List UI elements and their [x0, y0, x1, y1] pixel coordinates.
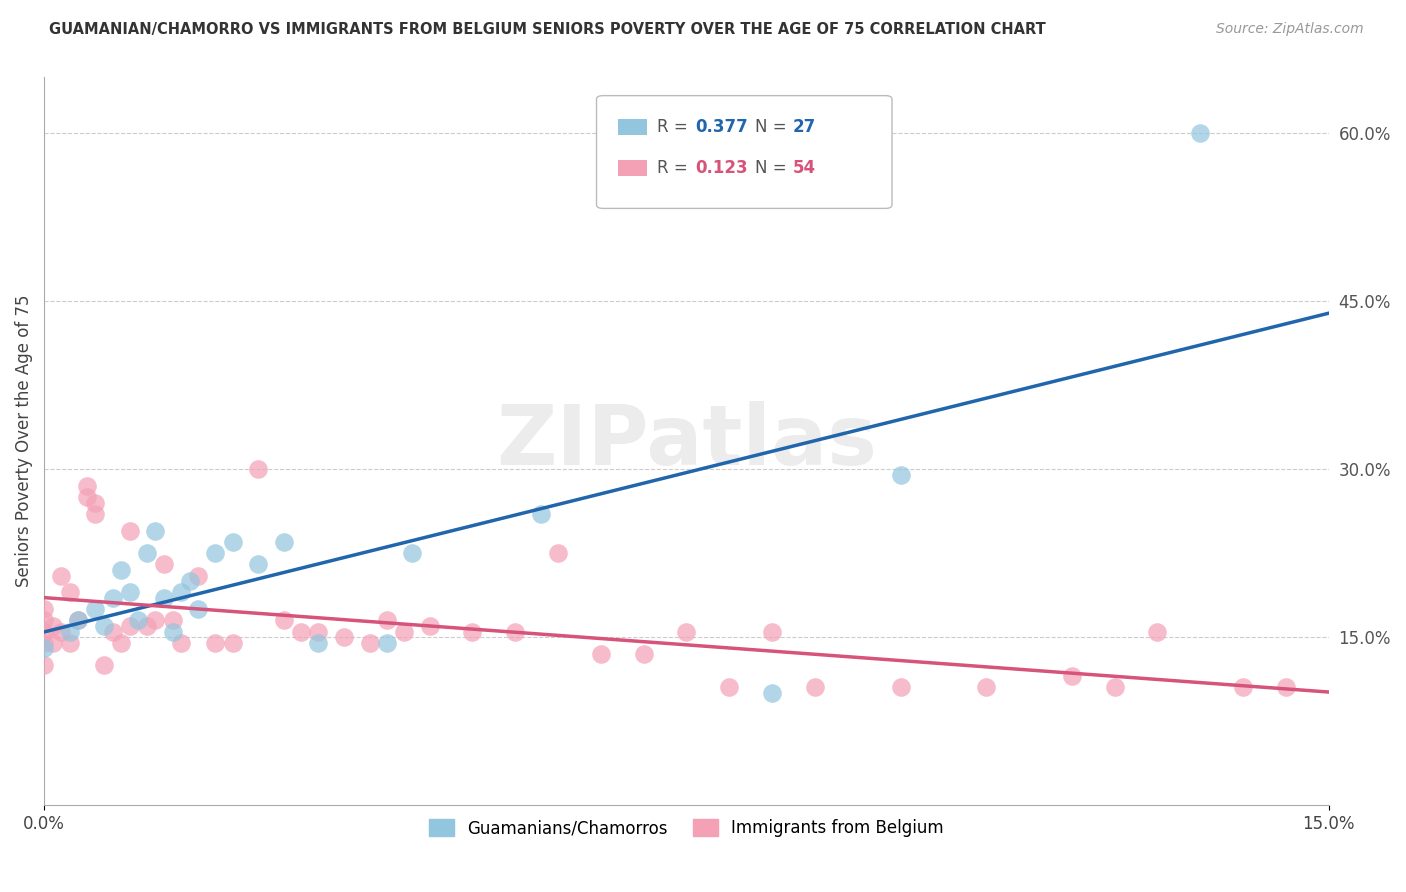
Text: 0.123: 0.123	[696, 160, 748, 178]
Point	[247, 558, 270, 572]
Point	[1146, 624, 1168, 639]
Point	[221, 636, 243, 650]
Point	[59, 585, 82, 599]
Point	[101, 591, 124, 605]
Text: Source: ZipAtlas.com: Source: ZipAtlas.com	[1216, 22, 1364, 37]
Point	[170, 585, 193, 599]
Point	[84, 602, 107, 616]
Bar	[619, 161, 647, 177]
Point	[153, 558, 176, 572]
Text: N =: N =	[755, 118, 792, 136]
Point	[204, 546, 226, 560]
Point	[221, 535, 243, 549]
Point	[307, 636, 329, 650]
Point	[761, 686, 783, 700]
Point	[530, 507, 553, 521]
Point	[76, 479, 98, 493]
Point	[187, 602, 209, 616]
Point	[32, 613, 55, 627]
Point	[675, 624, 697, 639]
Point	[273, 613, 295, 627]
Point	[804, 681, 827, 695]
Point	[145, 524, 167, 538]
Point	[170, 636, 193, 650]
Point	[204, 636, 226, 650]
Text: 54: 54	[793, 160, 817, 178]
Point	[589, 647, 612, 661]
Point	[153, 591, 176, 605]
Text: R =: R =	[657, 160, 693, 178]
Point	[418, 619, 440, 633]
Point	[392, 624, 415, 639]
Point	[110, 563, 132, 577]
Text: R =: R =	[657, 118, 693, 136]
Point	[461, 624, 484, 639]
Point	[32, 658, 55, 673]
Point	[547, 546, 569, 560]
Point	[118, 524, 141, 538]
Point	[187, 568, 209, 582]
Point	[503, 624, 526, 639]
Point	[162, 613, 184, 627]
Point	[110, 636, 132, 650]
Point	[59, 624, 82, 639]
Point	[135, 546, 157, 560]
Point	[1060, 669, 1083, 683]
Point	[333, 630, 356, 644]
Point	[162, 624, 184, 639]
Y-axis label: Seniors Poverty Over the Age of 75: Seniors Poverty Over the Age of 75	[15, 295, 32, 588]
Point	[32, 641, 55, 656]
FancyBboxPatch shape	[596, 95, 891, 209]
Text: 27: 27	[793, 118, 817, 136]
Point	[51, 624, 73, 639]
Point	[290, 624, 312, 639]
Point	[84, 496, 107, 510]
Point	[84, 507, 107, 521]
Point	[93, 658, 115, 673]
Point	[401, 546, 423, 560]
Point	[32, 636, 55, 650]
Point	[359, 636, 381, 650]
Point	[51, 568, 73, 582]
Point	[145, 613, 167, 627]
Point	[179, 574, 201, 589]
Point	[135, 619, 157, 633]
Point	[718, 681, 741, 695]
Point	[1275, 681, 1298, 695]
Point	[375, 636, 398, 650]
Legend: Guamanians/Chamorros, Immigrants from Belgium: Guamanians/Chamorros, Immigrants from Be…	[422, 813, 950, 844]
Point	[59, 636, 82, 650]
Point	[41, 619, 63, 633]
Point	[890, 681, 912, 695]
Point	[247, 462, 270, 476]
Point	[101, 624, 124, 639]
Point	[127, 613, 149, 627]
Point	[890, 467, 912, 482]
Point	[974, 681, 997, 695]
Point	[93, 619, 115, 633]
Point	[633, 647, 655, 661]
Bar	[619, 119, 647, 135]
Point	[32, 624, 55, 639]
Point	[307, 624, 329, 639]
Text: 0.377: 0.377	[696, 118, 748, 136]
Point	[1232, 681, 1254, 695]
Point	[273, 535, 295, 549]
Text: N =: N =	[755, 160, 792, 178]
Point	[761, 624, 783, 639]
Point	[76, 490, 98, 504]
Point	[41, 636, 63, 650]
Point	[1104, 681, 1126, 695]
Text: ZIPatlas: ZIPatlas	[496, 401, 877, 482]
Point	[32, 602, 55, 616]
Point	[118, 585, 141, 599]
Text: GUAMANIAN/CHAMORRO VS IMMIGRANTS FROM BELGIUM SENIORS POVERTY OVER THE AGE OF 75: GUAMANIAN/CHAMORRO VS IMMIGRANTS FROM BE…	[49, 22, 1046, 37]
Point	[67, 613, 90, 627]
Point	[67, 613, 90, 627]
Point	[1189, 127, 1212, 141]
Point	[375, 613, 398, 627]
Point	[118, 619, 141, 633]
